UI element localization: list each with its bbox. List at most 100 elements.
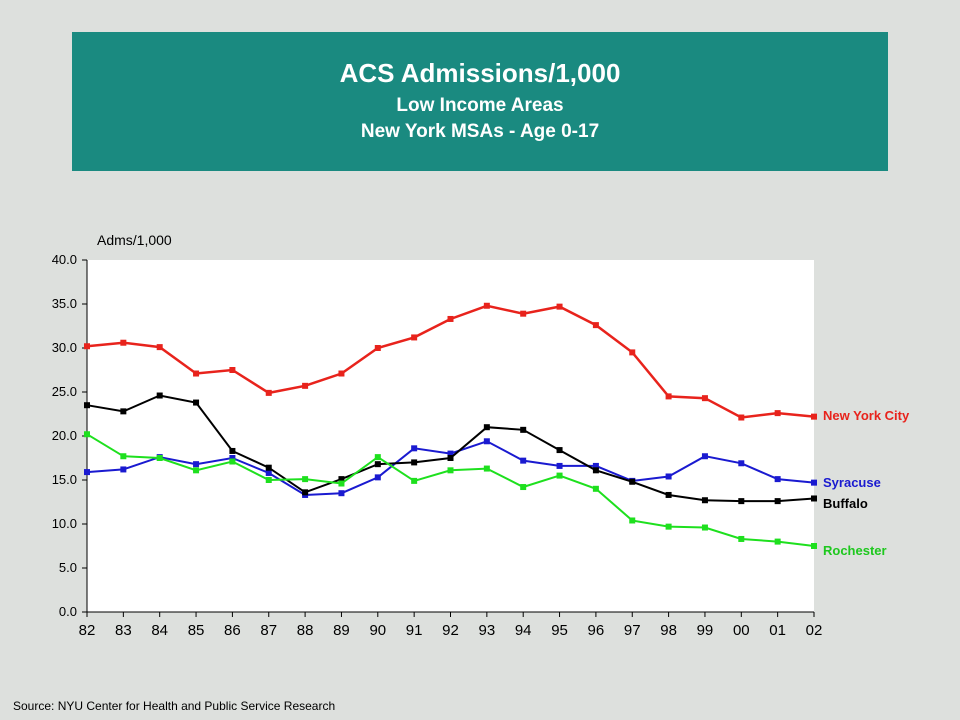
data-point-buffalo: [156, 392, 163, 399]
data-point-new-york-city: [520, 310, 527, 317]
x-tick-label: 97: [624, 622, 641, 639]
x-tick-label: 00: [733, 622, 750, 639]
data-point-new-york-city: [193, 370, 200, 377]
data-point-new-york-city: [229, 367, 236, 373]
data-point-new-york-city: [411, 334, 418, 341]
data-point-rochester: [738, 535, 745, 542]
data-point-buffalo: [84, 402, 90, 409]
x-tick-label: 92: [442, 622, 459, 639]
data-point-buffalo: [120, 408, 127, 415]
data-point-buffalo: [520, 426, 527, 433]
data-point-rochester: [120, 453, 127, 460]
x-tick-label: 90: [369, 622, 386, 639]
data-point-buffalo: [265, 464, 272, 471]
data-point-rochester: [338, 480, 345, 487]
data-point-new-york-city: [302, 382, 309, 389]
data-point-syracuse: [120, 466, 127, 473]
x-tick-label: 01: [769, 622, 786, 639]
data-point-rochester: [156, 455, 163, 461]
x-tick-label: 95: [551, 622, 568, 639]
legend-label-new-york-city: New York City: [823, 408, 910, 423]
data-point-syracuse: [265, 469, 272, 476]
data-point-syracuse: [520, 457, 527, 464]
data-point-buffalo: [483, 424, 490, 431]
data-point-new-york-city: [665, 393, 672, 400]
x-tick-label: 83: [115, 622, 132, 639]
data-point-new-york-city: [592, 322, 599, 329]
plot-area: [87, 260, 814, 612]
y-tick-label: 40.0: [52, 252, 77, 267]
data-point-buffalo: [411, 459, 418, 466]
data-point-syracuse: [483, 438, 490, 445]
data-point-buffalo: [629, 478, 636, 485]
data-point-syracuse: [738, 460, 745, 467]
data-point-rochester: [84, 431, 90, 438]
data-point-rochester: [302, 476, 309, 483]
data-point-rochester: [374, 454, 381, 461]
data-point-syracuse: [229, 455, 236, 461]
y-tick-label: 20.0: [52, 428, 77, 443]
data-point-buffalo: [774, 498, 781, 505]
y-tick-label: 15.0: [52, 472, 77, 487]
x-tick-label: 98: [660, 622, 677, 639]
data-point-buffalo: [229, 447, 236, 454]
data-point-buffalo: [193, 399, 200, 406]
data-point-buffalo: [811, 495, 817, 502]
data-point-syracuse: [774, 476, 781, 483]
data-point-rochester: [592, 485, 599, 492]
x-tick-label: 96: [588, 622, 605, 639]
data-point-syracuse: [411, 445, 418, 452]
data-point-new-york-city: [338, 370, 345, 377]
data-point-rochester: [811, 543, 817, 549]
x-tick-label: 82: [79, 622, 96, 639]
data-point-syracuse: [84, 469, 90, 476]
source-note: Source: NYU Center for Health and Public…: [13, 699, 336, 713]
x-tick-label: 85: [188, 622, 205, 639]
data-point-new-york-city: [374, 345, 381, 351]
data-point-rochester: [520, 484, 527, 491]
data-point-syracuse: [665, 473, 672, 480]
data-point-new-york-city: [156, 344, 163, 351]
data-point-buffalo: [665, 491, 672, 498]
data-point-buffalo: [302, 489, 309, 496]
data-point-new-york-city: [556, 303, 563, 310]
data-point-buffalo: [447, 455, 454, 461]
data-point-new-york-city: [629, 349, 636, 356]
y-tick-label: 5.0: [59, 560, 77, 575]
data-point-new-york-city: [120, 339, 127, 346]
y-tick-label: 35.0: [52, 296, 77, 311]
data-point-new-york-city: [265, 389, 272, 396]
data-point-syracuse: [193, 461, 200, 468]
x-tick-label: 86: [224, 622, 241, 639]
data-point-buffalo: [738, 498, 745, 505]
data-point-buffalo: [556, 447, 563, 454]
y-axis-label: Adms/1,000: [97, 232, 172, 248]
y-tick-label: 30.0: [52, 340, 77, 355]
data-point-new-york-city: [738, 414, 745, 421]
data-point-syracuse: [374, 474, 381, 481]
data-point-rochester: [701, 524, 708, 531]
data-point-rochester: [483, 465, 490, 472]
data-point-new-york-city: [774, 410, 781, 417]
data-point-syracuse: [811, 479, 817, 486]
data-point-rochester: [265, 477, 272, 483]
data-point-buffalo: [701, 497, 708, 504]
x-tick-label: 87: [260, 622, 277, 639]
y-tick-label: 0.0: [59, 604, 77, 619]
data-point-syracuse: [447, 450, 454, 457]
y-tick-label: 25.0: [52, 384, 77, 399]
chart-subtitle-2: New York MSAs - Age 0-17: [360, 121, 600, 142]
data-point-rochester: [665, 523, 672, 530]
data-point-rochester: [774, 538, 781, 545]
legend-label-buffalo: Buffalo: [823, 496, 868, 511]
data-point-syracuse: [701, 453, 708, 460]
chart-title: ACS Admissions/1,000: [339, 58, 621, 88]
chart-subtitle: Low Income Areas: [396, 95, 564, 116]
data-point-new-york-city: [84, 343, 90, 350]
y-tick-label: 10.0: [52, 516, 77, 531]
data-point-rochester: [193, 467, 200, 474]
x-tick-label: 91: [406, 622, 423, 639]
data-point-rochester: [556, 472, 563, 479]
title-banner: ACS Admissions/1,000 Low Income Areas Ne…: [72, 32, 888, 171]
